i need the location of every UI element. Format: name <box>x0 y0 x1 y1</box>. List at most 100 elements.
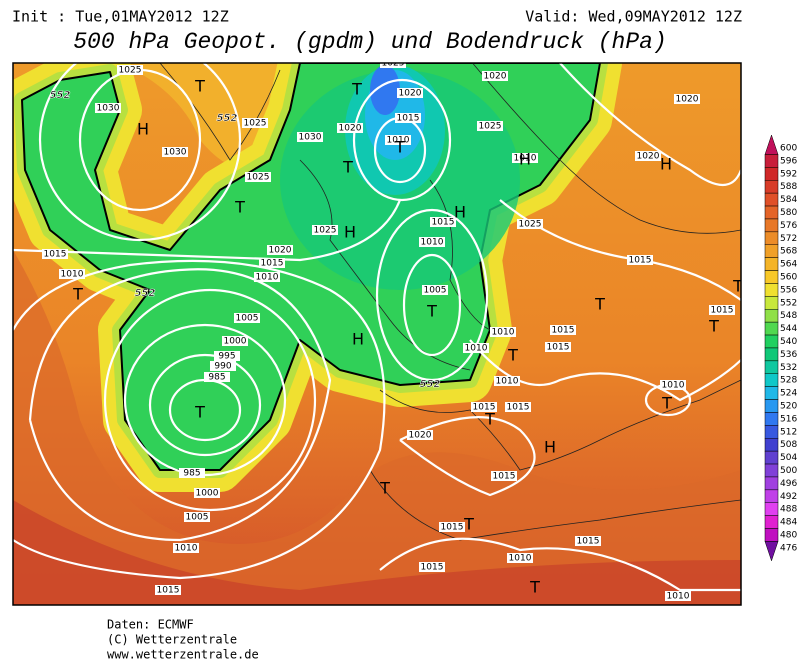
isobars <box>13 63 741 592</box>
isobar-label: 1010 <box>667 592 690 602</box>
isobar-label-bg <box>545 342 571 352</box>
colorbar-cell <box>764 180 779 194</box>
colorbar-cell <box>764 205 779 220</box>
isobar-label: 1000 <box>196 489 219 499</box>
colorbar-cell <box>764 283 779 297</box>
isobar-label: 1025 <box>519 220 542 230</box>
isobar-label-bg <box>214 351 240 361</box>
isobar-label: 1015 <box>421 563 444 573</box>
isobar-label-bg <box>297 132 323 142</box>
colorbar-cell <box>764 218 779 233</box>
colorbar-cell <box>764 154 779 168</box>
isobar-label-bg <box>179 468 205 478</box>
isobar-label: 985 <box>183 469 200 479</box>
isobar-label: 1020 <box>637 152 660 162</box>
colorbar-cell <box>764 192 779 207</box>
colorbar-tick-label: 584 <box>780 195 797 205</box>
pressure-center: T <box>351 80 362 99</box>
isobar-label: 1015 <box>432 218 455 228</box>
pressure-center: T <box>194 77 205 96</box>
isobar-label-bg <box>59 269 85 279</box>
colorbar-cell <box>764 257 779 271</box>
colorbar-tick-label: 568 <box>780 247 797 257</box>
colorbar-tick-label: 512 <box>780 427 797 437</box>
isobar-label: 1015 <box>441 523 464 533</box>
isobar-label-bg <box>419 237 445 247</box>
colorbar-cell <box>764 167 779 181</box>
isobar-label: 1020 <box>269 246 292 256</box>
isobar-label: 1005 <box>424 286 447 296</box>
colorbar-cell <box>764 450 779 465</box>
colorbar-tick-label: 480 <box>780 531 797 541</box>
isobar-label: 1005 <box>186 513 209 523</box>
isobar-label: 1005 <box>236 314 259 324</box>
isobar-label-bg <box>430 217 456 227</box>
map-area: 1025 1030 1030 1025 1025 1030 1020 1025 1020 1015… <box>13 63 741 605</box>
warm-region <box>120 63 290 168</box>
isobar-label-bg <box>117 65 143 75</box>
colorbar-cell <box>764 360 779 375</box>
isobar-label-bg <box>162 147 188 157</box>
colorbar-tick-label: 588 <box>780 182 797 192</box>
isobar-label: 1015 <box>44 250 67 260</box>
isobar-label: 1010 <box>256 273 279 283</box>
colorbar-cell <box>764 528 779 542</box>
isobar-label: 1025 <box>119 66 142 76</box>
isobar-label-bg <box>660 380 686 390</box>
isobar-label-bg <box>494 376 520 386</box>
isobar-label: 1010 <box>421 238 444 248</box>
colorbar-tick-label: 536 <box>780 350 797 360</box>
isobar-label: 1020 <box>484 72 507 82</box>
pressure-center: H <box>344 223 356 242</box>
colorbar-tick-label: 500 <box>780 466 797 476</box>
isobar-label-bg <box>471 402 497 412</box>
isobar-label-bg <box>635 151 661 161</box>
isobar-label: 1015 <box>547 343 570 353</box>
pressure-center: H <box>519 150 531 169</box>
isobar-label-bg <box>665 591 691 601</box>
colorbar-tick-label: 520 <box>780 402 797 412</box>
colorbar-tick-label: 592 <box>780 169 797 179</box>
colorbar-cell <box>764 309 779 323</box>
isobar-label: 1025 <box>244 119 267 129</box>
colorbar-cell <box>764 399 779 413</box>
pressure-center: T <box>379 479 390 498</box>
pressure-center: T <box>194 403 205 422</box>
pressure-center: T <box>463 515 474 534</box>
colorbar-tick-label: 504 <box>780 453 797 463</box>
isobar-label: 1025 <box>247 173 270 183</box>
map-title: 500 hPa Geopot. (gpdm) und Bodendruck (h… <box>73 29 667 55</box>
pressure-center: T <box>594 295 605 314</box>
isobar-label-bg <box>709 305 735 315</box>
isobar-label: 1000 <box>224 337 247 347</box>
colorbar-tick-label: 600 <box>780 144 797 154</box>
colorbar-cell <box>764 231 779 246</box>
isobar-label: 1015 <box>552 326 575 336</box>
colorbar-tick-label: 572 <box>780 234 797 244</box>
isobar-label: 1010 <box>175 544 198 554</box>
isobar-label: 1015 <box>397 114 420 124</box>
pressure-center: T <box>426 302 437 321</box>
pressure-center: H <box>352 330 364 349</box>
isobar-label: 1030 <box>164 148 187 158</box>
colorbar-tick-label: 496 <box>780 479 797 489</box>
colorbar: 600 596 592 588 584 580 576 572 568 564 560 556 552 5… <box>764 134 797 562</box>
isobar-label-bg <box>507 553 533 563</box>
isobar-label-bg <box>204 372 230 382</box>
pressure-center: T <box>394 138 405 157</box>
website: www.wetterzentrale.de <box>107 648 259 662</box>
pressure-center: H <box>454 203 466 222</box>
isobar-label: 1030 <box>299 133 322 143</box>
pressure-center: T <box>708 317 719 336</box>
isobar-label-bg <box>550 325 576 335</box>
colorbar-tick-label: 516 <box>780 414 797 424</box>
isobar-label: 1010 <box>61 270 84 280</box>
isobar-label-bg <box>512 153 538 163</box>
colorbar-cell <box>764 373 779 387</box>
isobar-label-bg <box>95 103 121 113</box>
isobar-label: 1015 <box>473 403 496 413</box>
colorbar-tick-label: 508 <box>780 440 797 450</box>
isobar-label: 1025 <box>314 226 337 236</box>
colorbar-tick-label: 524 <box>780 389 797 399</box>
colorbar-tick-label: 484 <box>780 518 797 528</box>
